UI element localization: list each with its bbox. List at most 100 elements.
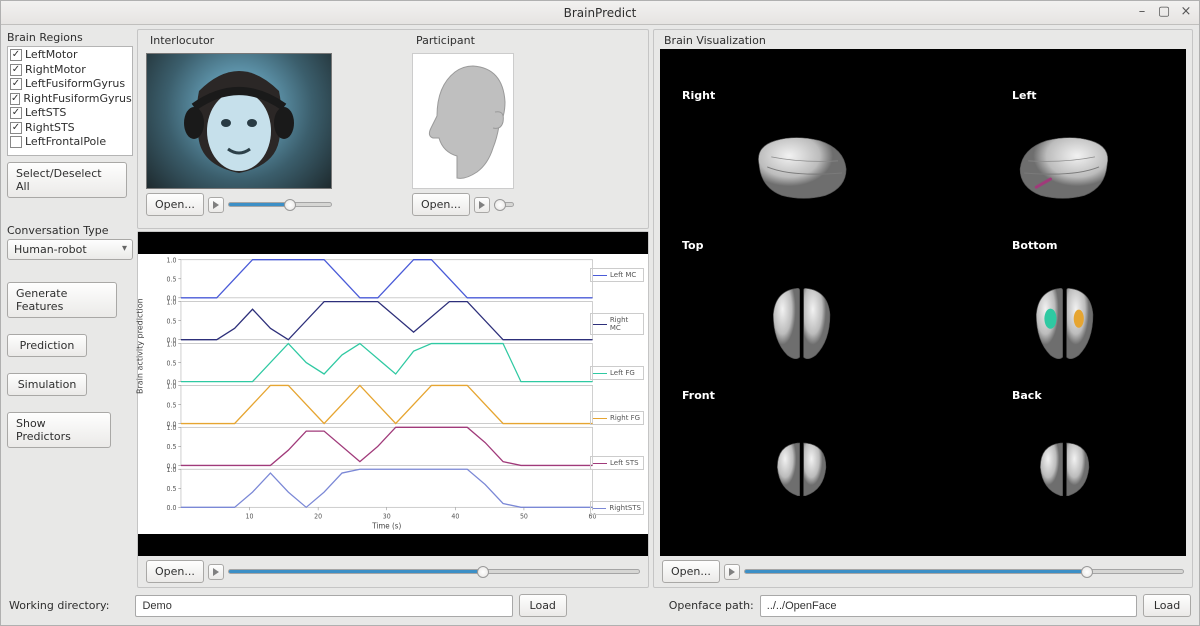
show-predictors-button[interactable]: Show Predictors	[7, 412, 111, 448]
participant-video[interactable]	[412, 53, 514, 189]
region-label: LeftFrontalPole	[25, 135, 106, 150]
graph-legend: Left MCRight MCLeft FGRight FGLeft STSRi…	[590, 254, 644, 515]
svg-text:1.0: 1.0	[167, 382, 177, 390]
svg-text:50: 50	[520, 513, 528, 521]
participant-controls: Open...	[412, 193, 514, 216]
interlocutor-title: Interlocutor	[150, 34, 332, 47]
region-checkbox[interactable]: ✓	[10, 107, 22, 119]
brain-svg	[660, 49, 1186, 556]
region-item[interactable]: ✓LeftSTS	[8, 106, 132, 121]
openface-path-input[interactable]	[760, 595, 1137, 617]
legend-item: Right FG	[590, 411, 644, 425]
region-label: LeftSTS	[25, 106, 66, 121]
openface-load-button[interactable]: Load	[1143, 594, 1191, 617]
region-checkbox[interactable]: ✓	[10, 93, 20, 105]
participant-head-icon	[413, 56, 513, 186]
svg-text:0.5: 0.5	[167, 485, 177, 493]
working-dir-input[interactable]	[135, 595, 512, 617]
main-row: Brain Regions ✓LeftMotor✓RightMotor✓Left…	[7, 29, 1193, 588]
main-window: BrainPredict – ▢ × Brain Regions ✓LeftMo…	[0, 0, 1200, 626]
videos-row: Interlocutor	[137, 29, 649, 229]
brain-regions-group: Brain Regions ✓LeftMotor✓RightMotor✓Left…	[7, 31, 133, 198]
svg-text:30: 30	[383, 513, 391, 521]
brain-view-label: Left	[1012, 89, 1037, 102]
graph-plot-area: Brain activity prediction 0.00.51.00.00.…	[138, 254, 648, 534]
select-deselect-all-button[interactable]: Select/Deselect All	[7, 162, 127, 198]
brain-view-label: Top	[682, 239, 703, 252]
svg-text:20: 20	[314, 513, 322, 521]
legend-item: Left FG	[590, 366, 644, 380]
graph-open-button[interactable]: Open...	[146, 560, 204, 583]
svg-text:1.0: 1.0	[167, 298, 177, 306]
participant-play-button[interactable]	[474, 197, 490, 213]
region-checkbox[interactable]	[10, 136, 22, 148]
working-dir-load-button[interactable]: Load	[519, 594, 567, 617]
graph-slider[interactable]	[228, 569, 640, 574]
svg-text:1.0: 1.0	[167, 256, 177, 264]
interlocutor-open-button[interactable]: Open...	[146, 193, 204, 216]
brain-slider[interactable]	[744, 569, 1184, 574]
brain-view-label: Right	[682, 89, 715, 102]
brain-regions-list[interactable]: ✓LeftMotor✓RightMotor✓LeftFusiformGyrus✓…	[7, 46, 133, 156]
interlocutor-face-icon	[164, 61, 314, 181]
brain-title: Brain Visualization	[664, 34, 1186, 47]
participant-column: Participant Open...	[412, 34, 514, 222]
interlocutor-video[interactable]	[146, 53, 332, 189]
legend-item: RightSTS	[590, 501, 644, 515]
svg-text:0.5: 0.5	[167, 275, 177, 283]
graph-yaxis-label: Brain activity prediction	[136, 298, 145, 394]
openface-path-label: Openface path:	[669, 599, 754, 612]
graph-canvas: Brain activity prediction 0.00.51.00.00.…	[138, 232, 648, 556]
svg-text:0.5: 0.5	[167, 443, 177, 451]
brain-view-label: Back	[1012, 389, 1042, 402]
region-item[interactable]: ✓RightSTS	[8, 121, 132, 136]
participant-open-button[interactable]: Open...	[412, 193, 470, 216]
generate-features-button[interactable]: Generate Features	[7, 282, 117, 318]
region-checkbox[interactable]: ✓	[10, 78, 22, 90]
region-checkbox[interactable]: ✓	[10, 122, 22, 134]
brain-column: Brain Visualization RightLeftTopBottomFr…	[653, 29, 1193, 588]
close-icon[interactable]: ×	[1179, 4, 1193, 18]
region-item[interactable]: LeftFrontalPole	[8, 135, 132, 150]
interlocutor-column: Interlocutor	[146, 34, 332, 222]
brain-viewport[interactable]: RightLeftTopBottomFrontBack	[660, 49, 1186, 556]
brain-view-label: Bottom	[1012, 239, 1057, 252]
svg-text:0.5: 0.5	[167, 317, 177, 325]
region-checkbox[interactable]: ✓	[10, 49, 22, 61]
region-label: RightSTS	[25, 121, 75, 136]
svg-text:1.0: 1.0	[167, 340, 177, 348]
interlocutor-play-button[interactable]	[208, 197, 224, 213]
brain-regions-label: Brain Regions	[7, 31, 133, 44]
brain-play-button[interactable]	[724, 564, 740, 580]
simulation-button[interactable]: Simulation	[7, 373, 87, 396]
window-body: Brain Regions ✓LeftMotor✓RightMotor✓Left…	[1, 25, 1199, 625]
svg-text:40: 40	[451, 513, 459, 521]
titlebar: BrainPredict – ▢ ×	[1, 1, 1199, 25]
region-item[interactable]: ✓LeftFusiformGyrus	[8, 77, 132, 92]
conversation-type-select[interactable]: Human-robot	[7, 239, 133, 260]
region-label: LeftMotor	[25, 48, 77, 63]
window-controls: – ▢ ×	[1135, 4, 1193, 18]
footer-row: Working directory: Load Openface path: L…	[7, 592, 1193, 619]
region-item[interactable]: ✓LeftMotor	[8, 48, 132, 63]
prediction-button[interactable]: Prediction	[7, 334, 87, 357]
svg-text:0.5: 0.5	[167, 359, 177, 367]
working-dir-label: Working directory:	[9, 599, 109, 612]
graph-controls: Open...	[138, 556, 648, 587]
center-column: Interlocutor	[137, 29, 649, 588]
sidebar: Brain Regions ✓LeftMotor✓RightMotor✓Left…	[7, 29, 133, 588]
graph-play-button[interactable]	[208, 564, 224, 580]
graph-svg: 0.00.51.00.00.51.00.00.51.00.00.51.00.00…	[138, 254, 648, 534]
participant-slider[interactable]	[494, 202, 514, 207]
svg-text:Time (s): Time (s)	[371, 521, 401, 530]
region-checkbox[interactable]: ✓	[10, 64, 22, 76]
region-item[interactable]: ✓RightMotor	[8, 63, 132, 78]
brain-controls: Open...	[660, 556, 1186, 583]
brain-open-button[interactable]: Open...	[662, 560, 720, 583]
svg-text:0.0: 0.0	[167, 504, 177, 512]
maximize-icon[interactable]: ▢	[1157, 4, 1171, 18]
interlocutor-slider[interactable]	[228, 202, 332, 207]
legend-item: Right MC	[590, 313, 644, 335]
region-item[interactable]: ✓RightFusiformGyrus	[8, 92, 132, 107]
minimize-icon[interactable]: –	[1135, 4, 1149, 18]
